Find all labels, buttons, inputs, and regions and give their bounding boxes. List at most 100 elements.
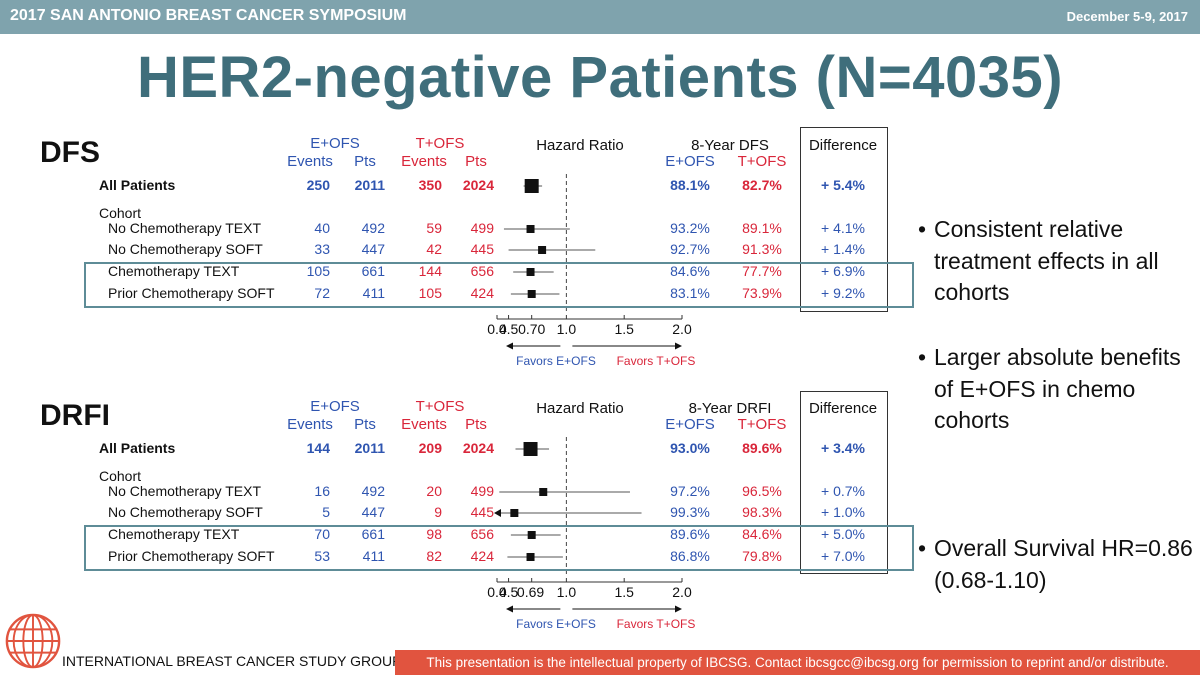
tofs-rate-cell: 89.6%: [742, 440, 782, 456]
section-label: DFS: [40, 136, 100, 169]
x-axis-tick-label: 2.0: [672, 321, 692, 337]
x-axis-tick-label: 1.5: [614, 321, 634, 337]
difference-cell: + 1.4%: [821, 241, 865, 257]
eofs-pts-header: Pts: [354, 153, 376, 170]
tofs-rate-cell: 73.9%: [742, 285, 782, 301]
difference-header: Difference: [808, 137, 878, 154]
tofs-pts-cell: 2024: [462, 177, 494, 193]
eofs-rate-cell: 89.6%: [670, 526, 710, 542]
favors-e-arrow-head: [506, 342, 513, 350]
x-axis-tick-label: 0.4: [487, 584, 507, 600]
difference-cell: + 0.7%: [821, 483, 865, 499]
eofs-events-cell: 70: [314, 526, 330, 542]
row-label: Chemotherapy TEXT: [108, 263, 240, 279]
favors-t-label: Favors T+OFS: [616, 354, 696, 368]
row-label: No Chemotherapy SOFT: [108, 504, 263, 520]
tofs-pts-cell: 656: [470, 263, 494, 279]
eofs-pts-cell: 661: [361, 526, 385, 542]
row-label: Prior Chemotherapy SOFT: [108, 285, 275, 301]
tofs-pts-header: Pts: [465, 153, 487, 170]
eofs-events-cell: 53: [314, 548, 330, 564]
tofs-events-cell: 82: [426, 548, 442, 564]
top-banner: 2017 SAN ANTONIO BREAST CANCER SYMPOSIUM…: [0, 0, 1200, 34]
difference-cell: + 3.4%: [821, 440, 865, 456]
bullet-icon: •: [918, 344, 927, 370]
x-axis-tick-label: 1.0: [556, 584, 577, 600]
eofs-pts-cell: 492: [361, 220, 385, 236]
tofs-events-cell: 350: [418, 177, 442, 193]
slide-title: HER2-negative Patients (N=4035): [136, 45, 1064, 110]
tofs-events-header: Events: [401, 153, 447, 170]
reference-tick-label: 0.70: [518, 321, 546, 337]
hazard-ratio-point: [527, 290, 536, 298]
x-axis-tick-label: 0.5: [498, 321, 519, 337]
tofs-rate-header: T+OFS: [737, 416, 787, 433]
outcome-header: 8-Year DFS: [691, 137, 769, 154]
row-label: No Chemotherapy SOFT: [108, 241, 263, 257]
eofs-rate-header: E+OFS: [665, 153, 715, 170]
tofs-pts-cell: 499: [470, 220, 494, 236]
hazard-ratio-point: [526, 225, 535, 233]
difference-cell: + 9.2%: [821, 285, 865, 301]
eofs-pts-cell: 2011: [354, 177, 385, 193]
hazard-ratio-point: [526, 268, 535, 276]
bullet-icon: •: [918, 535, 927, 561]
chemotherapy-cohorts-highlight: [84, 262, 914, 308]
tofs-events-header: Events: [401, 416, 447, 433]
row-label: All Patients: [99, 177, 176, 193]
hazard-ratio-point: [526, 553, 535, 561]
tofs-events-cell: 144: [418, 263, 442, 279]
hazard-ratio-point: [538, 246, 547, 254]
eofs-pts-cell: 411: [362, 285, 385, 301]
tofs-rate-cell: 98.3%: [742, 504, 782, 520]
forest-plot-graphic: [494, 437, 683, 613]
tofs-pts-cell: 445: [470, 504, 494, 520]
tofs-pts-cell: 424: [470, 285, 494, 301]
tofs-group-header: T+OFS: [415, 135, 465, 152]
tofs-rate-cell: 96.5%: [742, 483, 782, 499]
reference-tick-label: 0.69: [516, 584, 545, 600]
favors-e-label: Favors E+OFS: [516, 617, 596, 631]
hazard-ratio-point: [539, 488, 548, 496]
cohort-label: Cohort: [99, 205, 142, 221]
favors-e-arrow-head: [506, 605, 513, 613]
eofs-rate-cell: 99.3%: [670, 504, 710, 520]
x-axis-tick-label: 0.5: [498, 584, 519, 600]
tofs-rate-cell: 79.8%: [742, 548, 782, 564]
row-label: No Chemotherapy TEXT: [108, 483, 262, 499]
difference-cell: + 6.9%: [821, 263, 865, 279]
eofs-rate-cell: 92.7%: [670, 241, 710, 257]
hazard-ratio-header: Hazard Ratio: [536, 137, 624, 154]
eofs-rate-cell: 88.1%: [670, 177, 710, 193]
organization-name: INTERNATIONAL BREAST CANCER STUDY GROUP: [62, 653, 402, 669]
ci-arrow: [494, 509, 501, 517]
hazard-ratio-point: [510, 509, 519, 517]
tofs-pts-header: Pts: [465, 416, 487, 433]
hazard-ratio-point: [523, 442, 538, 456]
row-label: Chemotherapy TEXT: [108, 526, 240, 542]
eofs-events-cell: 72: [314, 285, 330, 301]
favors-e-label: Favors E+OFS: [516, 354, 596, 368]
favors-t-arrow-head: [675, 342, 682, 350]
bullet-text: Consistent relative treatment effects in…: [934, 216, 1159, 306]
chemotherapy-cohorts-highlight: [84, 525, 914, 571]
difference-cell: + 7.0%: [821, 548, 865, 564]
eofs-pts-cell: 2011: [354, 440, 385, 456]
difference-cell: + 4.1%: [821, 220, 865, 236]
tofs-events-cell: 209: [418, 440, 442, 456]
eofs-events-cell: 33: [314, 241, 330, 257]
row-label: All Patients: [99, 440, 176, 456]
tofs-pts-cell: 445: [470, 241, 494, 257]
eofs-pts-cell: 661: [361, 263, 385, 279]
eofs-events-cell: 16: [314, 483, 330, 499]
bullet-text: Larger absolute benefits of E+OFS in che…: [934, 344, 1181, 434]
eofs-pts-cell: 492: [361, 483, 385, 499]
tofs-events-cell: 20: [426, 483, 442, 499]
difference-column-box: [800, 127, 888, 312]
x-axis-tick-label: 1.5: [614, 584, 634, 600]
eofs-group-header: E+OFS: [310, 135, 360, 152]
bullet-item: • Consistent relative treatment effects …: [918, 214, 1198, 309]
tofs-pts-cell: 499: [470, 483, 494, 499]
eofs-rate-cell: 83.1%: [670, 285, 710, 301]
eofs-events-cell: 144: [306, 440, 330, 456]
